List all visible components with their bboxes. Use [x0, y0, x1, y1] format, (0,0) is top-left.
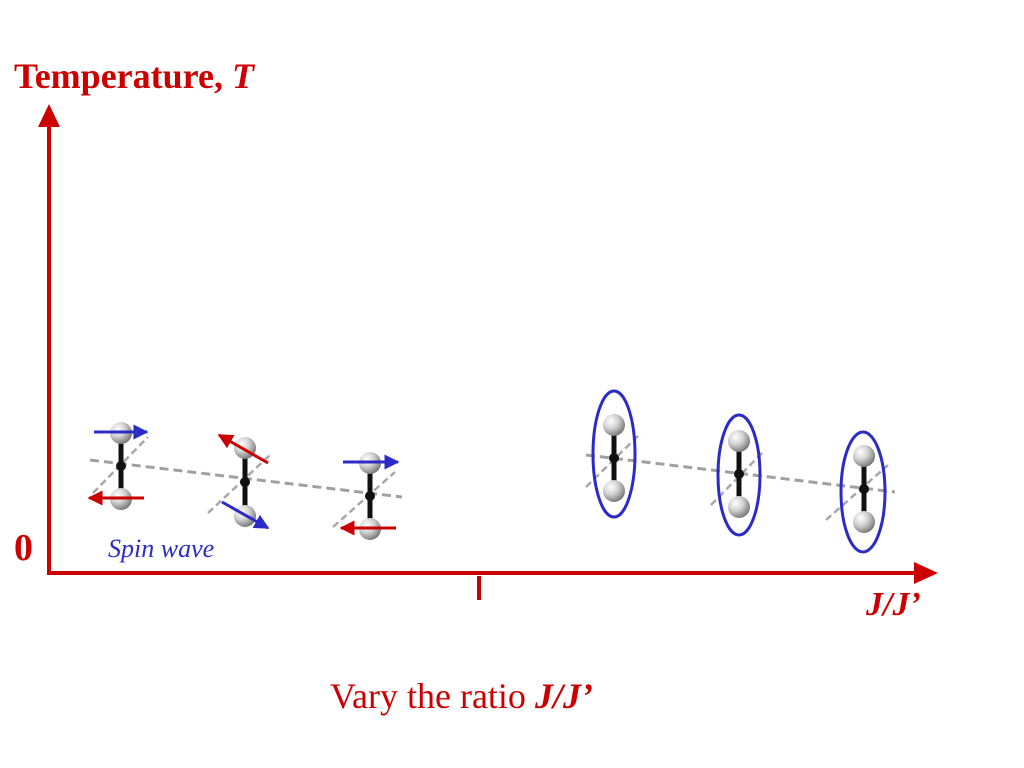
axes — [38, 104, 938, 600]
dimer-molecule-icon — [585, 389, 642, 519]
dimer-molecule-icon — [825, 430, 889, 554]
x-axis-title: J/J’ — [865, 586, 921, 623]
dimer-molecule-icon — [207, 433, 271, 530]
y-axis-arrowhead — [38, 104, 60, 127]
spin-wave-dimers — [87, 422, 403, 540]
arrow-icon — [217, 433, 269, 465]
y-axis-title: Temperature, T — [14, 56, 256, 96]
x-axis-arrowhead — [914, 562, 938, 584]
ellipse-outline-icon — [716, 413, 762, 537]
ellipse-outline-icon — [591, 389, 637, 519]
dimer-molecule-icon — [87, 422, 149, 510]
spin-wave-label: Spin wave — [108, 534, 214, 563]
dimer-molecule-icon — [332, 452, 400, 540]
origin-label: 0 — [14, 527, 33, 569]
singlet-dimers — [585, 389, 896, 554]
dimer-molecule-icon — [710, 413, 766, 537]
caption: Vary the ratio J/J’ — [330, 676, 593, 716]
ellipse-outline-icon — [839, 430, 887, 554]
arrow-icon — [221, 500, 270, 530]
